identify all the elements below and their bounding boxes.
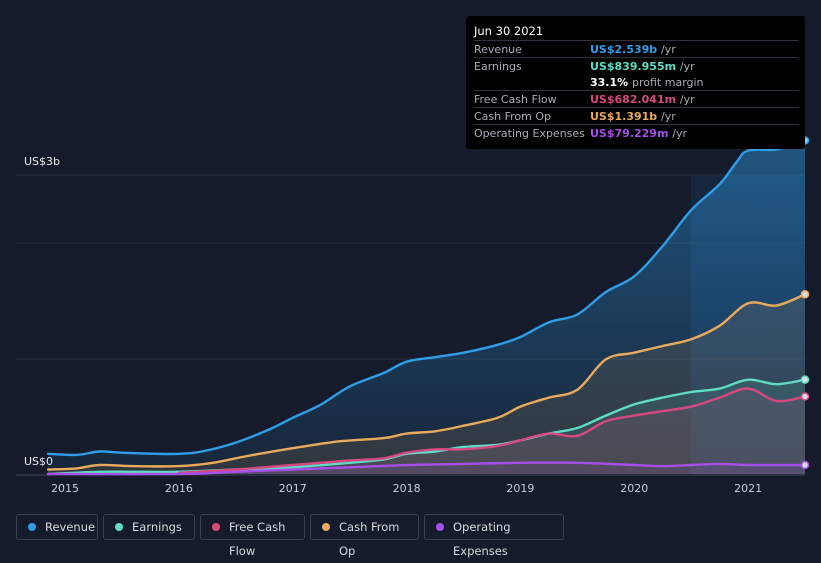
area-cash-from-op bbox=[48, 294, 805, 474]
tooltip-row-label: Operating Expenses bbox=[474, 127, 585, 140]
endpoint-free-cash-flow[interactable] bbox=[800, 392, 810, 401]
tooltip-row: Operating Expenses US$79.229m /yr bbox=[474, 124, 799, 142]
legend-dot-icon bbox=[28, 523, 36, 531]
legend-label: Cash From Op bbox=[339, 520, 400, 558]
tooltip-row-label: Cash From Op bbox=[474, 110, 552, 123]
x-tick-label: 2017 bbox=[278, 482, 307, 495]
tooltip-row-value: US$682.041m /yr bbox=[590, 93, 695, 106]
tooltip-row-value: US$839.955m /yr bbox=[590, 60, 695, 73]
legend-item-free-cash-flow[interactable]: Free Cash Flow bbox=[200, 514, 305, 558]
tooltip-row-unit: profit margin bbox=[632, 76, 704, 89]
tooltip-row-label: Earnings bbox=[474, 60, 522, 73]
legend-label: Revenue bbox=[45, 520, 96, 534]
x-tick-label: 2018 bbox=[392, 482, 421, 495]
legend-label: Operating Expenses bbox=[453, 520, 511, 558]
x-tick-label: 2015 bbox=[51, 482, 80, 495]
tooltip-row-unit: /yr bbox=[672, 127, 687, 140]
legend-item-earnings[interactable]: Earnings bbox=[103, 514, 195, 540]
tooltip-date: Jun 30 2021 bbox=[474, 24, 544, 38]
area-revenue bbox=[48, 140, 805, 474]
tooltip-row-unit: /yr bbox=[679, 93, 695, 106]
tooltip-row-unit: /yr bbox=[661, 43, 676, 56]
tooltip-row-value: US$79.229m /yr bbox=[590, 127, 687, 140]
tooltip-row: Free Cash Flow US$682.041m /yr bbox=[474, 90, 799, 108]
tooltip-row: Earnings US$839.955m /yr bbox=[474, 57, 799, 75]
legend-dot-icon bbox=[115, 523, 123, 531]
endpoint-cash-from-op[interactable] bbox=[800, 290, 810, 299]
legend-item-operating-expenses[interactable]: Operating Expenses bbox=[424, 514, 564, 558]
legend-dot-icon bbox=[436, 523, 444, 531]
legend-item-revenue[interactable]: Revenue bbox=[16, 514, 98, 540]
series-lines bbox=[46, 139, 807, 476]
area-free-cash-flow bbox=[178, 388, 805, 474]
legend-label: Free Cash Flow bbox=[229, 520, 286, 558]
legend-label: Earnings bbox=[132, 520, 182, 534]
tooltip-row-unit: /yr bbox=[679, 60, 695, 73]
tooltip-row-label: Free Cash Flow bbox=[474, 93, 557, 106]
tooltip-row-value: US$1.391b /yr bbox=[590, 110, 676, 123]
area-operating-expenses bbox=[48, 462, 805, 475]
legend-dot-icon bbox=[212, 523, 220, 531]
tooltip-row: Revenue US$2.539b /yr bbox=[474, 40, 799, 58]
y-axis-top-label: US$3b bbox=[24, 155, 61, 168]
x-tick-label: 2019 bbox=[506, 482, 535, 495]
line-free-cash-flow bbox=[177, 387, 807, 475]
tooltip-row: Cash From Op US$1.391b /yr bbox=[474, 107, 799, 125]
series-areas bbox=[48, 140, 805, 475]
endpoint-earnings[interactable] bbox=[800, 375, 810, 384]
tooltip-row-value: 33.1% profit margin bbox=[590, 76, 704, 89]
y-axis-bottom-label: US$0 bbox=[24, 455, 54, 468]
tooltip-row-label: Revenue bbox=[474, 43, 522, 56]
tooltip-row-unit: /yr bbox=[661, 110, 676, 123]
tooltip-row-value: US$2.539b /yr bbox=[590, 43, 676, 56]
legend-item-cash-from-op[interactable]: Cash From Op bbox=[310, 514, 419, 558]
tooltip: Jun 30 2021 Revenue US$2.539b /yr Earnings… bbox=[466, 16, 805, 149]
endpoint-operating-expenses[interactable] bbox=[800, 460, 810, 470]
x-tick-label: 2016 bbox=[164, 482, 193, 495]
line-revenue bbox=[46, 139, 807, 457]
legend-dot-icon bbox=[322, 523, 330, 531]
x-tick-label: 2021 bbox=[734, 482, 763, 495]
tooltip-row: 33.1% profit margin bbox=[474, 74, 799, 91]
line-cash-from-op bbox=[46, 293, 807, 471]
x-tick-label: 2020 bbox=[620, 482, 649, 495]
area-earnings bbox=[48, 379, 805, 474]
series-endpoints bbox=[800, 136, 810, 470]
line-operating-expenses bbox=[46, 461, 807, 476]
